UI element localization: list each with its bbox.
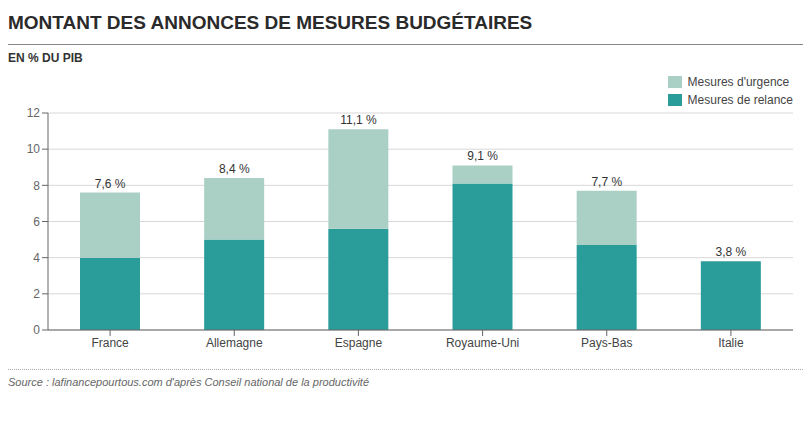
svg-text:Royaume-Uni: Royaume-Uni bbox=[446, 336, 519, 350]
svg-text:Pays-Bas: Pays-Bas bbox=[581, 336, 632, 350]
svg-text:0: 0 bbox=[33, 323, 40, 337]
svg-text:Espagne: Espagne bbox=[335, 336, 383, 350]
svg-text:France: France bbox=[91, 336, 129, 350]
html-text:MONTANT DES ANNONCES DE MESURE: MONTANT DES ANNONCES DE MESURES BUDGÉTAI… bbox=[8, 12, 533, 33]
svg-text:Italie: Italie bbox=[718, 336, 744, 350]
html-text:Mesures de relance: Mesures de relance bbox=[687, 93, 793, 107]
svg-text:10: 10 bbox=[27, 142, 41, 156]
svg-text:7,7 %: 7,7 % bbox=[591, 175, 622, 189]
svg-text:8,4 %: 8,4 % bbox=[219, 162, 250, 176]
svg-text:6: 6 bbox=[33, 215, 40, 229]
html-text:Source : lafinancepourtous.com: Source : lafinancepourtous.com d'après C… bbox=[8, 376, 369, 388]
html-text:Mesures d'urgence: Mesures d'urgence bbox=[687, 75, 790, 89]
svg-text:Allemagne: Allemagne bbox=[206, 336, 263, 350]
html-text:EN % DU PIB: EN % DU PIB bbox=[8, 51, 83, 65]
svg-text:7,6 %: 7,6 % bbox=[95, 177, 126, 191]
svg-text:12: 12 bbox=[27, 106, 41, 120]
svg-text:11,1 %: 11,1 % bbox=[340, 113, 377, 127]
svg-text:2: 2 bbox=[33, 287, 40, 301]
svg-text:9,1 %: 9,1 % bbox=[467, 149, 498, 163]
svg-text:3,8 %: 3,8 % bbox=[716, 245, 747, 259]
svg-text:4: 4 bbox=[33, 251, 40, 265]
svg-text:8: 8 bbox=[33, 179, 40, 193]
